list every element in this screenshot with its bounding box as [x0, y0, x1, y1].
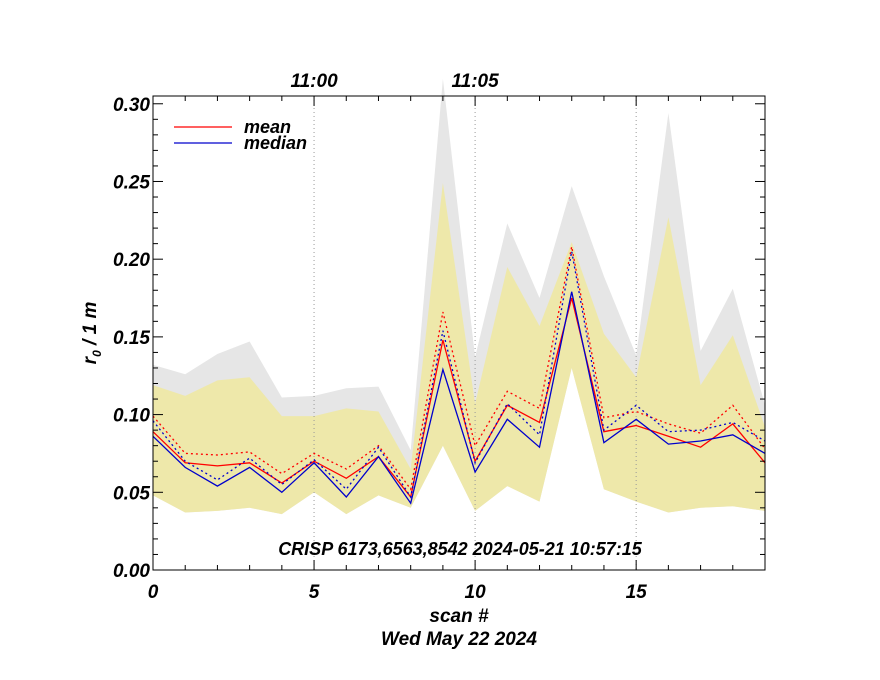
mean-solid-line-0 [152, 297, 766, 499]
time-gridlines [313, 96, 637, 570]
y-tick-label-1: 0.05 [113, 483, 150, 504]
series-dotted-line-2 [152, 246, 766, 491]
y-axis-label-main: r [80, 355, 101, 364]
date-label: Wed May 22 2024 [381, 629, 537, 650]
y-tick-label-6: 0.30 [113, 95, 150, 116]
chart-annotation: CRISP 6173,6563,8542 2024-05-21 10:57:15 [278, 539, 643, 559]
time-tick-label-0: 11:00 [290, 71, 338, 92]
y-tick-label-2: 0.10 [113, 406, 150, 427]
median-solid-line-1 [152, 291, 766, 505]
series-layer [152, 246, 766, 505]
legend-label-mean: mean [244, 117, 291, 137]
tick-marks [152, 96, 766, 571]
y-tick-label-0: 0.00 [113, 561, 150, 582]
y-axis-label-subscript: 0 [90, 350, 104, 357]
x-axis-label: scan # [429, 606, 489, 627]
y-axis-label-rest: / 1 m [80, 302, 101, 351]
x-tick-label-3: 15 [626, 582, 648, 603]
series-dotted-line-3 [152, 251, 766, 499]
y-tick-label-4: 0.20 [113, 250, 150, 271]
x-tick-label-1: 5 [309, 582, 320, 603]
x-tick-label-0: 0 [148, 582, 159, 603]
time-tick-label-1: 11:05 [452, 71, 500, 92]
x-tick-label-2: 10 [465, 582, 487, 603]
inner-band [153, 183, 765, 515]
bands-layer [153, 78, 765, 515]
y-tick-label-3: 0.15 [113, 328, 150, 349]
y-tick-label-5: 0.25 [113, 172, 150, 193]
tick-labels: 0 5 10 15 0.00 0.05 0.10 0.15 0.20 0.25 0.30 11:00 1… [113, 71, 647, 603]
y-axis-label: r0 / 1 m [80, 302, 104, 365]
legend-label-median: median [244, 133, 307, 153]
plot-frame [152, 95, 766, 571]
